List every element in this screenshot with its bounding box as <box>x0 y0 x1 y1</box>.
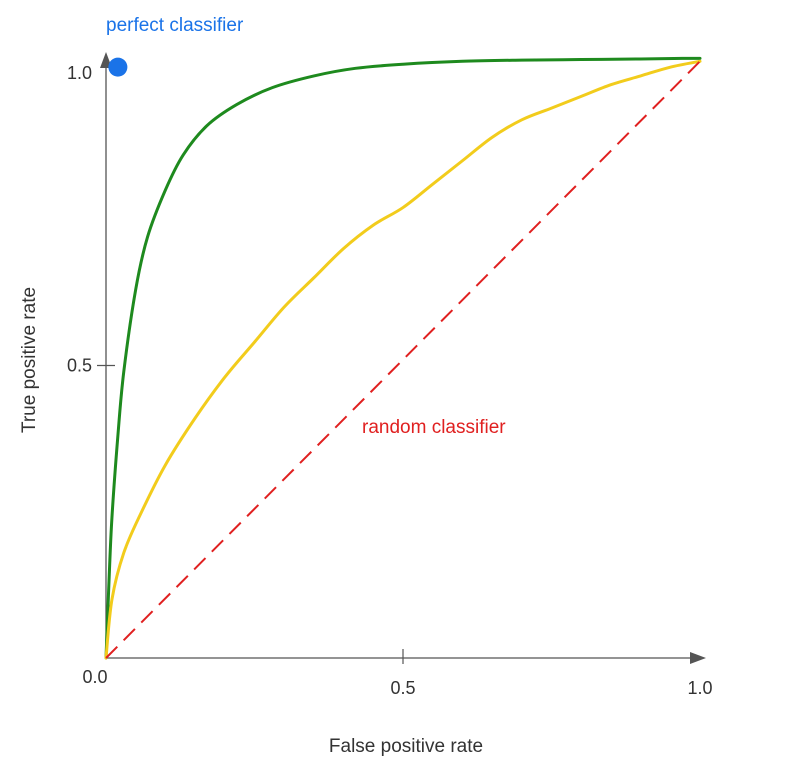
y-tick-label: 0.5 <box>67 356 92 376</box>
y-tick-label: 1.0 <box>67 63 92 83</box>
y-axis-label: True positive rate <box>19 287 40 433</box>
roc-curve-green <box>104 56 702 660</box>
ticks: 0.5 1.0 0.5 1.0 <box>67 63 713 698</box>
x-tick-label: 0.5 <box>390 678 415 698</box>
random-classifier-line <box>105 60 701 659</box>
roc-curve-yellow <box>104 59 702 660</box>
perfect-classifier-point <box>108 57 128 77</box>
x-tick-label: 1.0 <box>687 678 712 698</box>
perfect-classifier-annotation: perfect classifier <box>106 15 244 36</box>
random-classifier-annotation: random classifier <box>362 417 506 438</box>
origin-tick-label: 0.0 <box>82 667 107 687</box>
x-axis-label: False positive rate <box>329 736 483 757</box>
series-lines <box>104 56 702 660</box>
points <box>108 57 128 77</box>
x-axis-arrow-icon <box>690 652 706 664</box>
